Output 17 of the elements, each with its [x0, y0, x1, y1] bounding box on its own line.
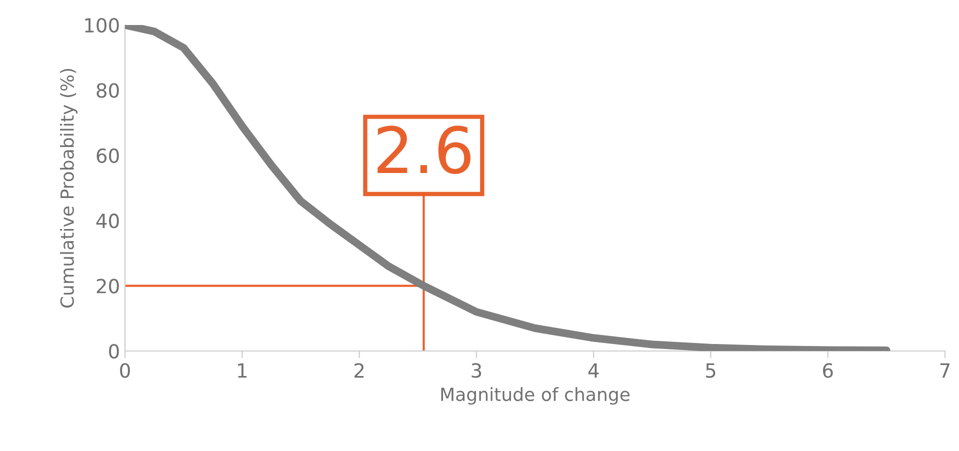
x-tick-label: 6	[823, 363, 833, 378]
y-tick-label: 100	[85, 18, 119, 33]
y-tick-label: 60	[96, 148, 119, 164]
x-tick-label: 5	[706, 363, 716, 378]
x-tick-label: 4	[588, 363, 599, 378]
annotation: 2.6	[378, 126, 470, 174]
y-tick-label: 0	[109, 344, 119, 359]
y-axis-title: Cumulative Probability (%)	[60, 68, 78, 308]
x-tick-label: 1	[238, 363, 247, 378]
x-tick-label: 3	[472, 363, 482, 378]
x-tick-label: 0	[120, 363, 130, 378]
y-tick-label: 40	[96, 214, 119, 228]
x-tick-label: 2	[354, 363, 364, 378]
x-axis-title: Magnitude of change	[441, 387, 630, 405]
x-tick-label: 7	[940, 363, 950, 378]
y-tick-label: 80	[96, 83, 119, 98]
y-tick-label: 20	[96, 278, 119, 294]
